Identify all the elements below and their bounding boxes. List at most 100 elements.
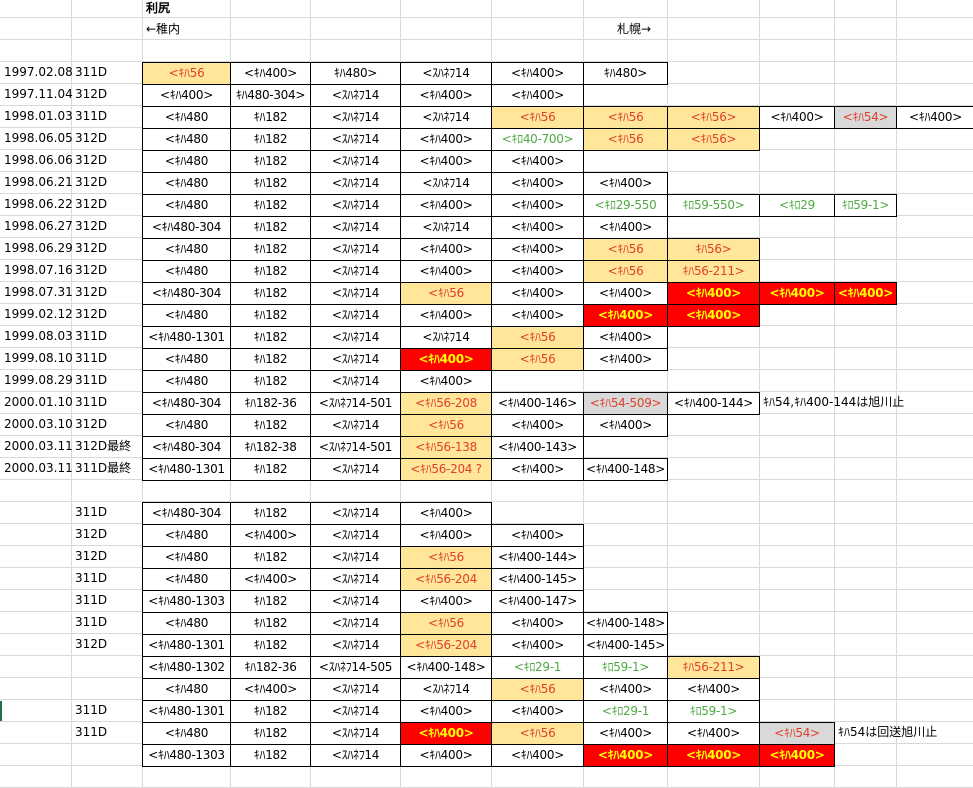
grid-cell[interactable] bbox=[0, 524, 72, 546]
car-cell[interactable]: <ｷﾊ56 bbox=[583, 106, 668, 129]
grid-cell[interactable] bbox=[668, 458, 760, 480]
car-cell[interactable]: <ｽﾊﾈﾌ14 bbox=[400, 106, 492, 129]
row-train-number[interactable]: 311D bbox=[75, 703, 108, 717]
grid-cell[interactable] bbox=[668, 546, 760, 568]
car-cell[interactable]: <ｽﾊﾈﾌ14 bbox=[310, 194, 401, 217]
car-cell[interactable]: <ｷﾊ56> bbox=[667, 106, 760, 129]
grid-cell[interactable] bbox=[835, 348, 897, 370]
grid-cell[interactable] bbox=[835, 392, 897, 414]
grid-cell[interactable] bbox=[0, 414, 72, 436]
car-cell[interactable]: <ｷﾊ400-145> bbox=[583, 634, 668, 657]
grid-cell[interactable] bbox=[835, 524, 897, 546]
car-cell[interactable]: <ｷﾊ480 bbox=[142, 106, 231, 129]
car-cell[interactable]: <ｷﾊ400> bbox=[230, 568, 311, 591]
car-cell[interactable]: <ｷﾊ400> bbox=[583, 304, 668, 327]
car-cell[interactable]: <ｷﾊ400> bbox=[759, 744, 835, 767]
grid-cell[interactable] bbox=[0, 194, 72, 216]
car-cell[interactable]: <ｷﾊ400> bbox=[759, 282, 835, 305]
car-cell[interactable]: <ｷﾊ400> bbox=[667, 304, 760, 327]
grid-cell[interactable] bbox=[668, 414, 760, 436]
grid-cell[interactable] bbox=[72, 766, 143, 788]
car-cell[interactable]: <ｷﾊ480 bbox=[142, 524, 231, 547]
car-cell[interactable]: ｷﾊ182 bbox=[230, 304, 311, 327]
grid-cell[interactable] bbox=[0, 744, 72, 766]
car-cell[interactable]: ｷﾊ182 bbox=[230, 458, 311, 481]
grid-cell[interactable] bbox=[760, 62, 835, 84]
car-cell[interactable]: ｷﾊ182 bbox=[230, 172, 311, 195]
car-cell[interactable]: <ｷﾊ56 bbox=[583, 238, 668, 261]
grid-cell[interactable] bbox=[897, 656, 973, 678]
car-cell[interactable]: <ｷﾊ400> bbox=[583, 216, 668, 239]
grid-cell[interactable] bbox=[72, 40, 143, 62]
car-cell[interactable]: <ｷﾊ54> bbox=[834, 106, 897, 129]
car-cell[interactable]: <ｷﾊ400> bbox=[667, 282, 760, 305]
grid-cell[interactable] bbox=[401, 40, 492, 62]
car-cell[interactable]: <ｷﾊ400> bbox=[759, 106, 835, 129]
row-train-number[interactable]: 312D bbox=[75, 307, 108, 321]
car-cell[interactable]: <ｷﾊ400-147> bbox=[491, 590, 584, 613]
grid-cell[interactable] bbox=[584, 766, 668, 788]
car-cell[interactable]: <ｷﾊ400-148> bbox=[400, 656, 492, 679]
grid-cell[interactable] bbox=[760, 612, 835, 634]
grid-cell[interactable] bbox=[0, 326, 72, 348]
car-cell[interactable]: ｷﾊ182-36 bbox=[230, 392, 311, 415]
row-date[interactable]: 1998.06.05 bbox=[4, 131, 73, 145]
grid-cell[interactable] bbox=[143, 40, 231, 62]
grid-cell[interactable] bbox=[0, 546, 72, 568]
grid-cell[interactable] bbox=[897, 172, 973, 194]
row-train-number[interactable]: 311D bbox=[75, 395, 108, 409]
row-date[interactable]: 2000.03.11 bbox=[4, 461, 73, 475]
grid-cell[interactable] bbox=[0, 700, 72, 722]
row-train-number[interactable]: 312D bbox=[75, 219, 108, 233]
car-cell[interactable]: ｷﾛ59-550> bbox=[667, 194, 760, 217]
car-cell[interactable]: <ｷﾊ400-148> bbox=[583, 612, 668, 635]
grid-cell[interactable] bbox=[0, 634, 72, 656]
car-cell[interactable]: <ｷﾊ400> bbox=[230, 678, 311, 701]
grid-cell[interactable] bbox=[0, 568, 72, 590]
car-cell[interactable]: <ｷﾊ400-146> bbox=[491, 392, 584, 415]
grid-cell[interactable] bbox=[835, 700, 897, 722]
car-cell[interactable]: <ｷﾊ400> bbox=[896, 106, 973, 129]
grid-cell[interactable] bbox=[897, 0, 973, 18]
car-cell[interactable]: <ｽﾊﾈﾌ14 bbox=[310, 744, 401, 767]
car-cell[interactable]: <ｷﾊ480-1303 bbox=[142, 744, 231, 767]
grid-cell[interactable] bbox=[897, 766, 973, 788]
car-cell[interactable]: <ｷﾛ29-1 bbox=[491, 656, 584, 679]
car-cell[interactable]: <ｷﾊ400> bbox=[142, 84, 231, 107]
car-cell[interactable]: <ｽﾊﾈﾌ14 bbox=[310, 216, 401, 239]
grid-cell[interactable] bbox=[897, 744, 973, 766]
car-cell[interactable]: <ｷﾊ400> bbox=[400, 590, 492, 613]
grid-cell[interactable] bbox=[584, 150, 668, 172]
grid-cell[interactable] bbox=[584, 436, 668, 458]
car-cell[interactable]: <ｽﾊﾈﾌ14 bbox=[310, 612, 401, 635]
car-cell[interactable]: <ｷﾊ480 bbox=[142, 260, 231, 283]
grid-cell[interactable] bbox=[897, 150, 973, 172]
car-cell[interactable]: <ｽﾊﾈﾌ14-501 bbox=[310, 436, 401, 459]
grid-cell[interactable] bbox=[584, 568, 668, 590]
grid-cell[interactable] bbox=[897, 326, 973, 348]
grid-cell[interactable] bbox=[231, 40, 311, 62]
grid-cell[interactable] bbox=[760, 392, 835, 414]
grid-cell[interactable] bbox=[897, 282, 973, 304]
grid-cell[interactable] bbox=[72, 678, 143, 700]
car-cell[interactable]: ｷﾛ59-1> bbox=[583, 656, 668, 679]
car-cell[interactable]: <ｷﾊ400> bbox=[491, 172, 584, 195]
grid-cell[interactable] bbox=[584, 18, 668, 40]
row-train-number[interactable]: 312D bbox=[75, 241, 108, 255]
grid-cell[interactable] bbox=[760, 546, 835, 568]
car-cell[interactable]: <ｽﾊﾈﾌ14 bbox=[310, 260, 401, 283]
grid-cell[interactable] bbox=[668, 348, 760, 370]
car-cell[interactable]: <ｷﾊ480-1302 bbox=[142, 656, 231, 679]
car-cell[interactable]: <ｷﾊ480 bbox=[142, 722, 231, 745]
grid-cell[interactable] bbox=[835, 436, 897, 458]
car-cell[interactable]: <ｷﾊ400> bbox=[491, 150, 584, 173]
row-train-number[interactable]: 312D bbox=[75, 131, 108, 145]
grid-cell[interactable] bbox=[668, 172, 760, 194]
row-train-number[interactable]: 312D bbox=[75, 637, 108, 651]
grid-cell[interactable] bbox=[760, 766, 835, 788]
car-cell[interactable]: ｷﾊ56> bbox=[667, 238, 760, 261]
car-cell[interactable]: <ｷﾊ400> bbox=[491, 304, 584, 327]
car-cell[interactable]: <ｷﾊ400> bbox=[667, 722, 760, 745]
grid-cell[interactable] bbox=[897, 18, 973, 40]
car-cell[interactable]: <ｽﾊﾈﾌ14 bbox=[310, 502, 401, 525]
